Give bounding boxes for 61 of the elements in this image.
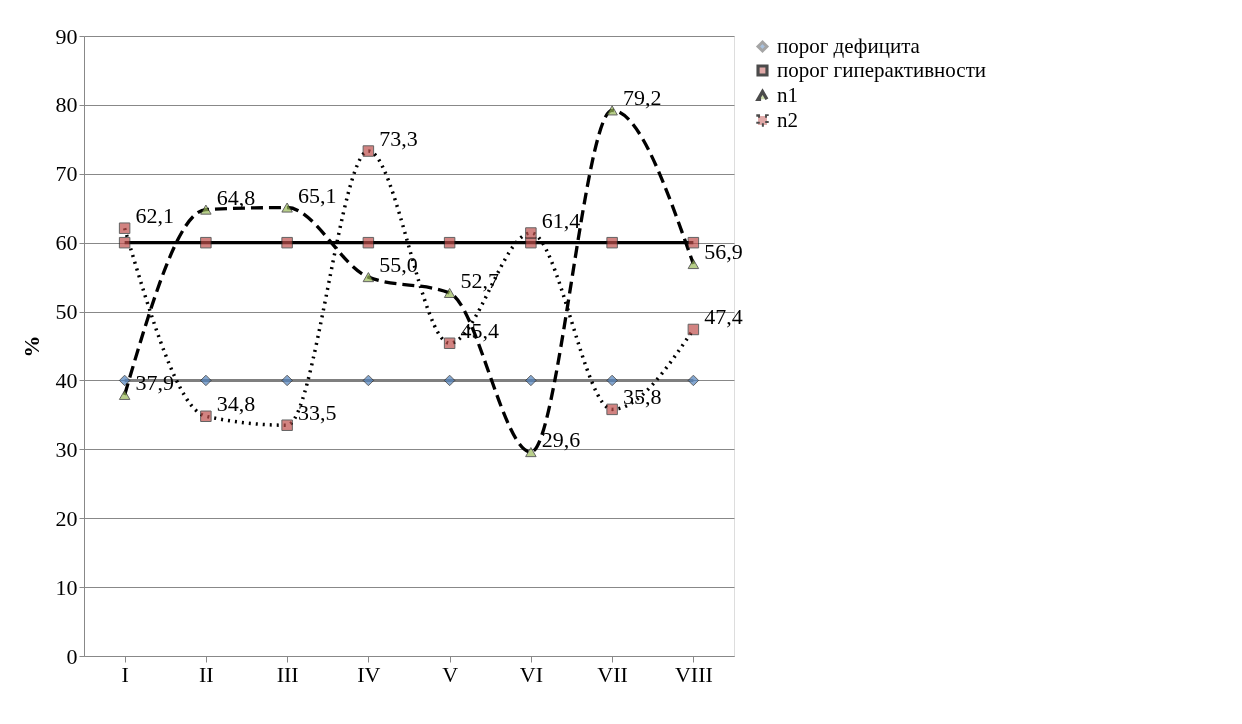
legend-label: n1 [777, 82, 798, 107]
point [118, 236, 131, 249]
point [200, 204, 212, 215]
point [525, 227, 537, 239]
point [362, 272, 375, 283]
data-label: 55,0 [379, 252, 418, 278]
y-tick-label: 10 [55, 574, 78, 600]
data-label: 65,1 [297, 182, 337, 208]
y-tick-label: 50 [55, 299, 78, 325]
y-tick-label: 90 [55, 23, 78, 49]
point [687, 258, 700, 270]
data-label: 37,9 [135, 369, 174, 395]
legend-label: n2 [777, 107, 798, 132]
point [281, 236, 293, 249]
y-axis-title: % [18, 335, 44, 358]
data-label: 79,2 [622, 85, 662, 111]
x-tick-label: IV [357, 661, 381, 687]
y-tick-label: 60 [55, 230, 78, 256]
point [443, 236, 456, 249]
point [118, 389, 131, 400]
x-tick-label: I [121, 661, 129, 687]
point [362, 236, 375, 249]
x-tick-label: VIII [674, 661, 713, 687]
point [281, 202, 293, 213]
point [525, 447, 537, 458]
y-tick-label: 40 [55, 367, 78, 393]
x-tick-label: II [199, 661, 214, 687]
data-label: 34,8 [216, 391, 256, 417]
point [687, 323, 700, 336]
y-tick-label: 0 [66, 643, 78, 669]
data-label: 47,4 [704, 304, 743, 330]
point [281, 419, 293, 431]
x-tick-label: VII [597, 661, 628, 687]
point [606, 403, 618, 416]
y-tick-label: 70 [55, 161, 78, 187]
point [200, 236, 212, 249]
y-tick-label: 20 [55, 505, 78, 531]
data-label: 56,9 [704, 239, 743, 265]
point [200, 410, 212, 423]
point [606, 105, 618, 116]
data-label: 35,8 [622, 384, 662, 410]
legend-label: порог гиперактивности [777, 57, 987, 82]
data-label: 61,4 [541, 208, 581, 234]
point [606, 236, 618, 249]
point [443, 337, 456, 349]
point [362, 145, 375, 157]
x-tick-label: VI [519, 661, 543, 687]
y-tick-label: 80 [55, 92, 78, 118]
y-tick-label: 30 [55, 436, 78, 462]
data-label: 73,3 [379, 126, 418, 152]
data-label: 33,5 [297, 400, 337, 426]
x-tick-label: V [442, 661, 459, 687]
data-label: 29,6 [541, 427, 581, 453]
data-label: 52,7 [460, 267, 499, 293]
data-label: 62,1 [135, 203, 174, 229]
point [118, 222, 131, 234]
point [443, 287, 456, 298]
point [687, 236, 700, 249]
x-tick-label: III [276, 661, 299, 687]
data-label: 64,8 [216, 184, 256, 210]
legend-label: порог дефицита [777, 33, 921, 58]
